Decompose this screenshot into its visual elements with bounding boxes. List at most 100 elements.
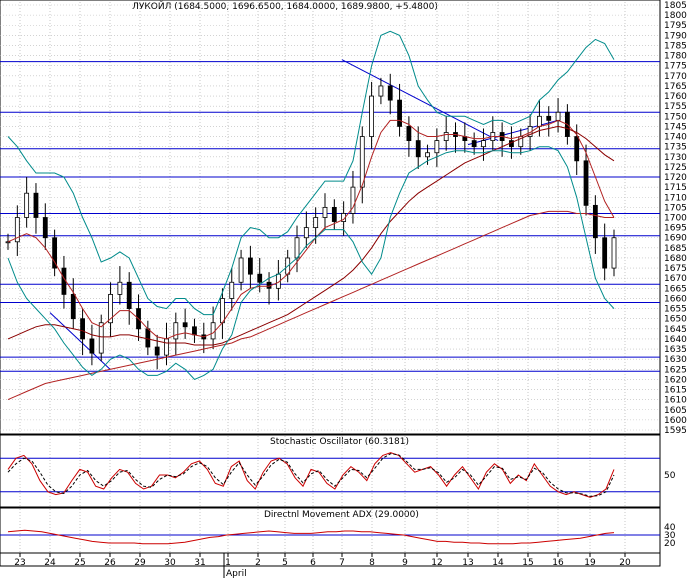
stoch-line-1	[7, 453, 615, 497]
adx-title: Directnl Movement ADX (29.0000)	[264, 510, 419, 520]
price-tick-1790: 1790	[664, 31, 687, 41]
price-tick-1620: 1620	[664, 375, 687, 385]
price-tick-1625: 1625	[664, 365, 687, 375]
price-tick-1740: 1740	[664, 133, 687, 143]
x-tick-label-30: 30	[164, 558, 176, 568]
candle-body	[546, 115, 552, 121]
price-tick-1765: 1765	[664, 82, 687, 92]
x-tick-label-26: 26	[104, 558, 116, 568]
price-tick-1675: 1675	[664, 264, 687, 274]
x-tick-label-16: 16	[552, 558, 564, 568]
candle-body	[406, 126, 412, 141]
x-tick-label-20: 20	[619, 558, 631, 568]
candle-body	[108, 294, 113, 324]
price-tick-1710: 1710	[664, 193, 687, 203]
price-tick-1600: 1600	[664, 416, 687, 426]
x-axis-frame	[0, 552, 661, 567]
candle-body	[313, 217, 319, 229]
price-tick-1715: 1715	[664, 183, 687, 193]
x-tick-label-24: 24	[44, 558, 56, 568]
candle-body	[257, 273, 263, 283]
candle-body	[229, 281, 235, 299]
price-tick-1610: 1610	[664, 396, 687, 406]
candle-body	[331, 206, 337, 222]
candle-body	[574, 136, 580, 162]
stochastic-panel: 50	[0, 436, 676, 506]
price-tick-1630: 1630	[664, 355, 687, 365]
candle-body	[42, 217, 48, 239]
price-tick-1695: 1695	[664, 224, 687, 234]
candle-body	[33, 192, 39, 218]
candle-body	[247, 257, 253, 275]
adx-tick-30: 30	[664, 531, 676, 541]
price-tick-1730: 1730	[664, 153, 687, 163]
stochastic-title: Stochastic Oscillator (60.3181)	[270, 437, 409, 447]
price-tick-1700: 1700	[664, 214, 687, 224]
x-tick-label-13: 13	[462, 558, 473, 568]
candle-body	[182, 322, 188, 328]
price-tick-1780: 1780	[664, 52, 687, 62]
candle-body	[238, 257, 244, 283]
price-trendline-0	[341, 59, 499, 142]
x-tick-label-9: 9	[402, 558, 408, 568]
candle-body	[415, 140, 421, 158]
candle-body	[350, 186, 356, 214]
price-tick-1755: 1755	[664, 102, 687, 112]
candle-body	[602, 237, 608, 269]
x-tick-label-15: 15	[522, 558, 533, 568]
price-tick-1745: 1745	[664, 122, 687, 132]
x-tick-label-1: 1	[225, 558, 231, 568]
price-tick-1775: 1775	[664, 62, 687, 72]
candle-body	[322, 206, 328, 218]
price-tick-1685: 1685	[664, 244, 687, 254]
candle-body	[425, 152, 430, 158]
stoch-line-0	[7, 452, 615, 498]
candle-body	[98, 322, 104, 354]
candle-body	[145, 328, 151, 348]
x-tick-label-12: 12	[431, 558, 442, 568]
price-tick-1720: 1720	[664, 173, 687, 183]
candle-body	[5, 241, 11, 244]
price-tick-1750: 1750	[664, 112, 687, 122]
price-tick-1650: 1650	[664, 315, 687, 325]
candle-body	[192, 326, 197, 336]
candle-body	[154, 346, 160, 356]
price-panel-frame	[0, 0, 661, 435]
candle-body	[52, 237, 58, 269]
x-tick-label-31: 31	[194, 558, 205, 568]
candle-body	[434, 140, 440, 154]
adx-tick-40: 40	[664, 523, 676, 533]
price-tick-1655: 1655	[664, 305, 687, 315]
x-tick-label-19: 19	[584, 558, 596, 568]
price-tick-1635: 1635	[664, 345, 687, 355]
candle-body	[89, 338, 95, 354]
price-tick-1690: 1690	[664, 234, 687, 244]
candle-body	[359, 136, 365, 188]
candle-body	[70, 294, 76, 320]
price-trendline-2	[49, 312, 111, 370]
x-tick-label-25: 25	[74, 558, 85, 568]
price-tick-1605: 1605	[664, 406, 687, 416]
price-tick-1595: 1595	[664, 426, 687, 436]
candle-body	[80, 318, 85, 340]
price-tick-1660: 1660	[664, 294, 687, 304]
price-tick-1705: 1705	[664, 203, 687, 213]
candle-body	[397, 99, 402, 127]
price-tick-1805: 1805	[664, 1, 687, 11]
price-tick-1680: 1680	[664, 254, 687, 264]
x-tick-label-29: 29	[134, 558, 146, 568]
price-indicator-line-2	[7, 125, 615, 346]
price-tick-1645: 1645	[664, 325, 687, 335]
candle-body	[117, 281, 123, 295]
candle-body	[592, 204, 598, 239]
candle-body	[471, 140, 477, 148]
x-tick-label-14: 14	[492, 558, 504, 568]
x-tick-label-5: 5	[282, 558, 288, 568]
price-indicator-line-1	[7, 119, 615, 340]
candle-body	[24, 192, 30, 218]
price-tick-1795: 1795	[664, 21, 687, 31]
price-tick-1735: 1735	[664, 143, 687, 153]
